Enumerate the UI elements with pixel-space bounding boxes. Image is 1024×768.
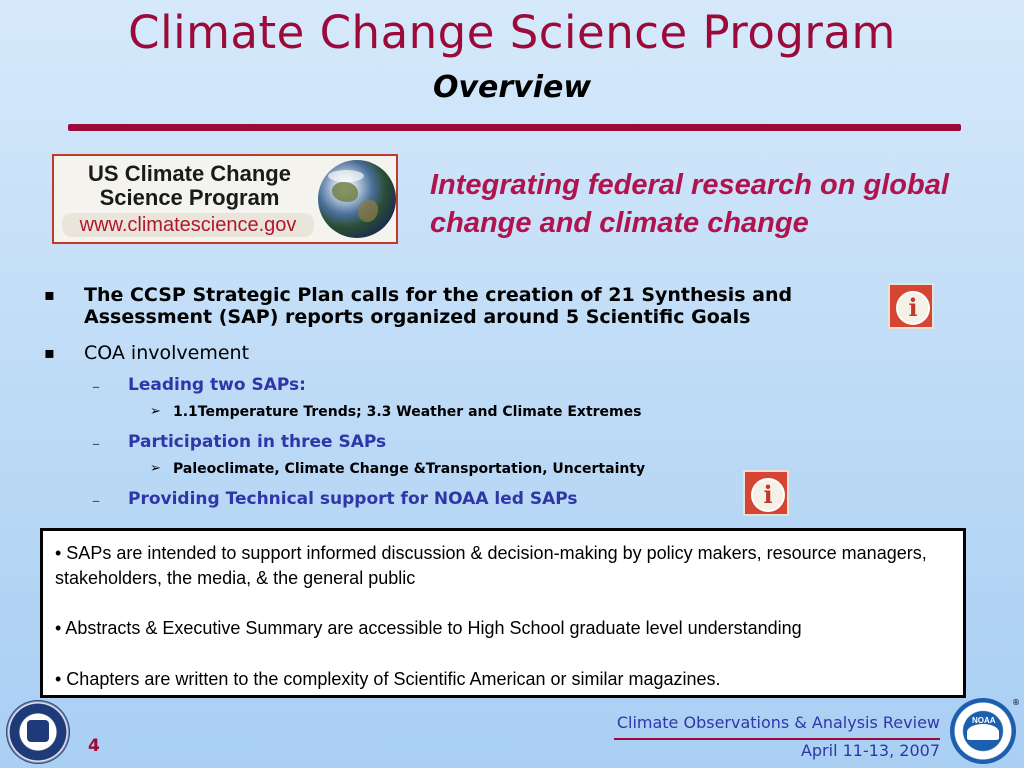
sub-bullet-leading: Leading two SAPs: bbox=[128, 375, 306, 395]
logo-url: www.climatescience.gov bbox=[62, 213, 314, 237]
registered-mark: ® bbox=[1012, 698, 1020, 707]
bullet-text: COA involvement bbox=[84, 342, 250, 364]
info-icon: i bbox=[896, 291, 930, 325]
footer-date: April 11-13, 2007 bbox=[800, 741, 940, 760]
slide-title: Climate Change Science Program bbox=[128, 6, 896, 59]
arrow-bullet-icon: ➢ bbox=[150, 461, 161, 476]
commerce-seal bbox=[6, 700, 70, 764]
footer-divider bbox=[614, 738, 940, 740]
square-bullet-icon: ▪ bbox=[44, 285, 55, 304]
sub-bullet-participation: Participation in three SAPs bbox=[128, 432, 387, 452]
sap-info-box: • SAPs are intended to support informed … bbox=[40, 528, 966, 698]
info-button[interactable]: i bbox=[888, 283, 934, 329]
sub-bullet-technical: Providing Technical support for NOAA led… bbox=[128, 489, 578, 509]
square-bullet-icon: ▪ bbox=[44, 343, 55, 362]
slide-subtitle: Overview bbox=[432, 70, 592, 105]
box-paragraph-audience: • SAPs are intended to support informed … bbox=[55, 543, 927, 588]
box-paragraph-abstracts: • Abstracts & Executive Summary are acce… bbox=[55, 618, 802, 638]
noaa-label: NOAA bbox=[972, 716, 996, 725]
sub-sub-bullet-participation-detail: Paleoclimate, Climate Change &Transporta… bbox=[173, 461, 646, 477]
dash-bullet-icon: – bbox=[92, 491, 100, 510]
dash-bullet-icon: – bbox=[92, 434, 100, 453]
dash-bullet-icon: – bbox=[92, 377, 100, 396]
info-icon: i bbox=[751, 478, 785, 512]
footer-review-title: Climate Observations & Analysis Review bbox=[616, 713, 940, 732]
bullet-text: The CCSP Strategic Plan calls for the cr… bbox=[84, 284, 793, 328]
logo-line-2: Science Program bbox=[99, 185, 280, 210]
arrow-bullet-icon: ➢ bbox=[150, 404, 161, 419]
ccsp-logo: US Climate Change Science Program www.cl… bbox=[52, 154, 398, 244]
noaa-logo: NOAA bbox=[950, 698, 1016, 764]
title-divider bbox=[68, 124, 961, 131]
globe-image bbox=[318, 160, 396, 238]
tagline: Integrating federal research on global c… bbox=[430, 169, 949, 239]
box-paragraph-chapters: • Chapters are written to the complexity… bbox=[55, 669, 721, 689]
page-number: 4 bbox=[88, 736, 100, 756]
sub-sub-bullet-leading-detail: 1.1Temperature Trends; 3.3 Weather and C… bbox=[173, 404, 642, 420]
info-button[interactable]: i bbox=[743, 470, 789, 516]
logo-line-1: US Climate Change bbox=[88, 161, 291, 186]
